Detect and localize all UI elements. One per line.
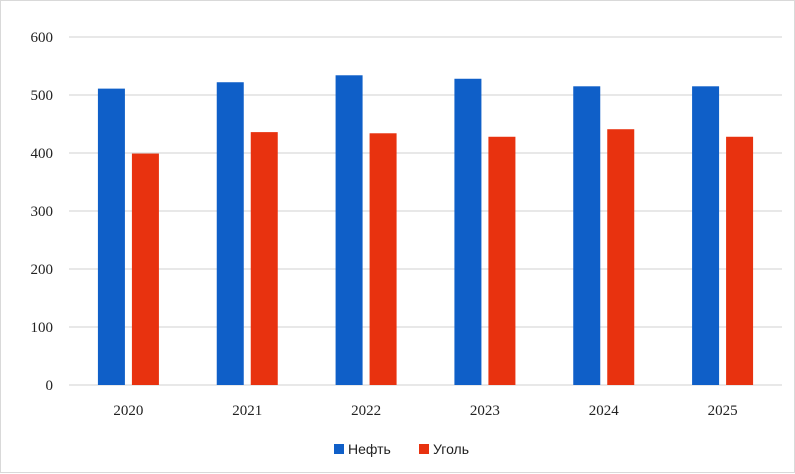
- y-tick-label: 600: [31, 30, 54, 46]
- legend-label: Нефть: [348, 441, 391, 457]
- y-tick-label: 0: [46, 378, 54, 394]
- gridlines: [69, 36, 782, 386]
- x-tick-label: 2022: [351, 403, 381, 419]
- bar-neft-2021: [216, 82, 244, 386]
- x-axis-ticks: 2020 2021 2022 2023 2024 2025: [113, 403, 737, 419]
- bar-ugol-2021: [250, 132, 278, 385]
- x-tick-label: 2020: [113, 403, 143, 419]
- legend-label: Уголь: [433, 441, 469, 457]
- x-tick-label: 2024: [589, 403, 620, 419]
- legend-swatch: [419, 444, 429, 454]
- bar-ugol-2024: [607, 129, 635, 385]
- bars: [97, 75, 754, 386]
- y-tick-label: 100: [31, 320, 54, 336]
- bar-neft-2024: [573, 86, 601, 386]
- x-tick-label: 2025: [708, 403, 738, 419]
- bar-ugol-2020: [131, 153, 159, 385]
- bar-neft-2022: [335, 75, 363, 385]
- y-axis-ticks: 0 100 200 300 400 500 600: [31, 30, 54, 394]
- y-tick-label: 400: [31, 146, 54, 162]
- y-tick-label: 200: [31, 262, 54, 278]
- bar-neft-2025: [692, 86, 720, 386]
- legend-swatch: [334, 444, 344, 454]
- y-tick-label: 300: [31, 204, 54, 220]
- bar-ugol-2025: [726, 136, 754, 385]
- bar-ugol-2023: [488, 136, 516, 385]
- bar-ugol-2022: [369, 133, 397, 385]
- x-tick-label: 2023: [470, 403, 500, 419]
- x-tick-label: 2021: [232, 403, 262, 419]
- bar-neft-2020: [97, 88, 125, 386]
- legend: Нефть Уголь: [334, 441, 469, 457]
- bar-neft-2023: [454, 78, 482, 385]
- y-tick-label: 500: [31, 88, 54, 104]
